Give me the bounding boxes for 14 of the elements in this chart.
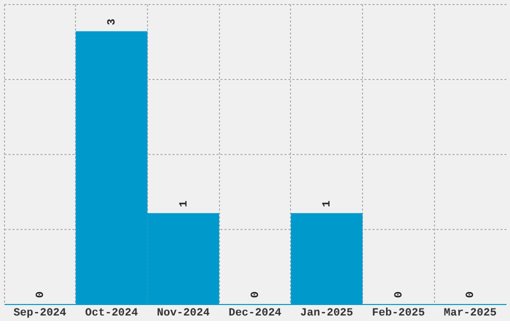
x-tick-label: Oct-2024: [85, 308, 138, 320]
x-tick-label: Jan-2025: [300, 308, 354, 320]
x-tick-label: Dec-2024: [228, 308, 282, 320]
x-tick-label: Mar-2025: [444, 308, 497, 320]
data-label: 3: [106, 18, 119, 26]
data-label: 0: [250, 291, 262, 298]
x-tick-label: Sep-2024: [13, 308, 67, 320]
x-tick-label: Feb-2025: [372, 308, 426, 320]
data-label: 0: [34, 291, 47, 298]
data-label: 1: [322, 200, 334, 208]
data-label: 0: [393, 291, 406, 298]
x-tick-label: Nov-2024: [156, 308, 210, 320]
data-label: 1: [178, 200, 190, 208]
data-label: 0: [465, 291, 478, 298]
